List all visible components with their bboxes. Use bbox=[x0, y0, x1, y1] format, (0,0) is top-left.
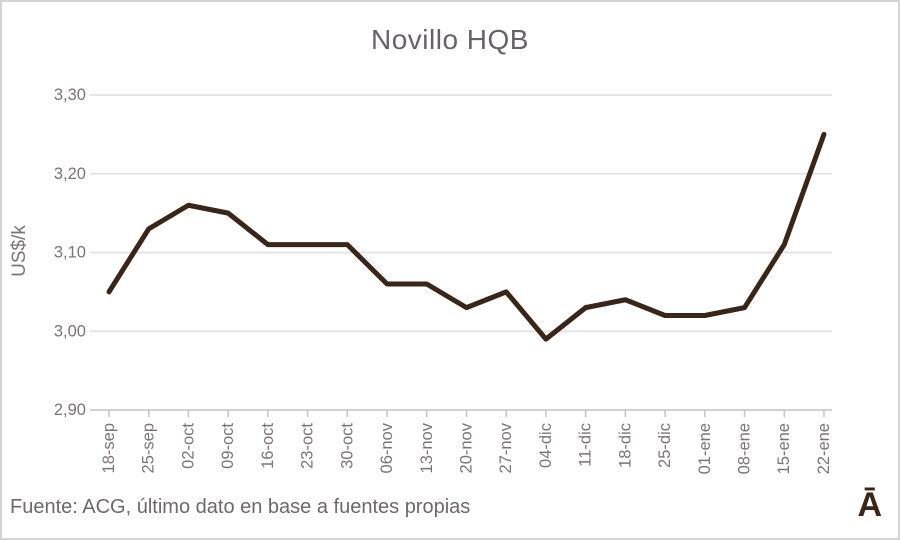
price-line bbox=[106, 131, 827, 342]
x-tick-label: 20-nov bbox=[457, 422, 475, 473]
x-tick-label: 18-dic bbox=[616, 423, 634, 468]
x-tick-label: 04-dic bbox=[537, 423, 555, 468]
y-tick-label: 3,00 bbox=[54, 322, 86, 340]
logo-mark: Ā bbox=[857, 486, 882, 524]
x-tick-label: 18-sep bbox=[100, 423, 118, 473]
y-tick-label: 3,20 bbox=[54, 165, 86, 183]
x-tick-label: 27-nov bbox=[497, 422, 515, 473]
x-tick-label: 25-dic bbox=[656, 423, 674, 468]
x-tick-label: 13-nov bbox=[418, 422, 436, 473]
x-tick-label: 06-nov bbox=[378, 422, 396, 473]
x-tick-label: 25-sep bbox=[140, 423, 158, 473]
x-tick-label: 16-oct bbox=[259, 423, 277, 469]
x-tick-label: 11-dic bbox=[577, 423, 595, 467]
x-tick-label: 15-ene bbox=[775, 423, 793, 474]
y-tick-label: 3,30 bbox=[54, 86, 86, 104]
x-tick-label: 30-oct bbox=[338, 423, 356, 469]
x-tick-label: 09-oct bbox=[219, 423, 237, 469]
source-note: Fuente: ACG, último dato en base a fuent… bbox=[10, 496, 471, 518]
y-tick-label: 2,90 bbox=[54, 401, 86, 419]
y-tick-label: 3,10 bbox=[54, 244, 86, 262]
x-tick-label: 08-ene bbox=[736, 423, 754, 474]
chart-title: Novillo HQB bbox=[371, 24, 529, 55]
x-tick-label: 01-ene bbox=[696, 423, 714, 474]
x-tick-label: 22-ene bbox=[815, 423, 833, 474]
x-tick-label: 02-oct bbox=[179, 423, 197, 469]
x-tick-label: 23-oct bbox=[299, 423, 317, 469]
